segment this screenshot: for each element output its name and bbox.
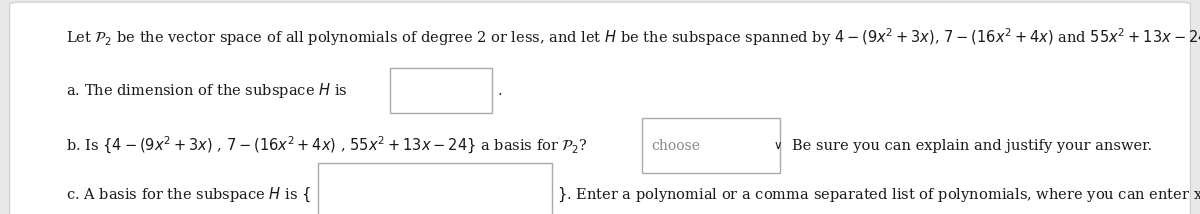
Text: Let $\mathcal{P}_2$ be the vector space of all polynomials of degree 2 or less, : Let $\mathcal{P}_2$ be the vector space … [66,27,1200,48]
FancyBboxPatch shape [642,118,780,173]
FancyBboxPatch shape [318,163,552,214]
Text: $\vee$: $\vee$ [773,139,782,152]
Text: a. The dimension of the subspace $H$ is: a. The dimension of the subspace $H$ is [66,82,348,100]
Text: c. A basis for the subspace $H$ is $\{$: c. A basis for the subspace $H$ is $\{$ [66,186,311,204]
Text: b. Is $\{4 - (9x^2 + 3x)$ , $7 - (16x^2 + 4x)$ , $55x^2 + 13x - 24\}$ a basis fo: b. Is $\{4 - (9x^2 + 3x)$ , $7 - (16x^2 … [66,135,588,156]
Text: Be sure you can explain and justify your answer.: Be sure you can explain and justify your… [792,138,1152,153]
Text: $\}$. Enter a polynomial or a comma separated list of polynomials, where you can: $\}$. Enter a polynomial or a comma sepa… [557,184,1200,205]
Text: .: . [498,84,503,98]
FancyBboxPatch shape [10,2,1190,214]
FancyBboxPatch shape [390,68,492,113]
Text: choose: choose [652,138,701,153]
